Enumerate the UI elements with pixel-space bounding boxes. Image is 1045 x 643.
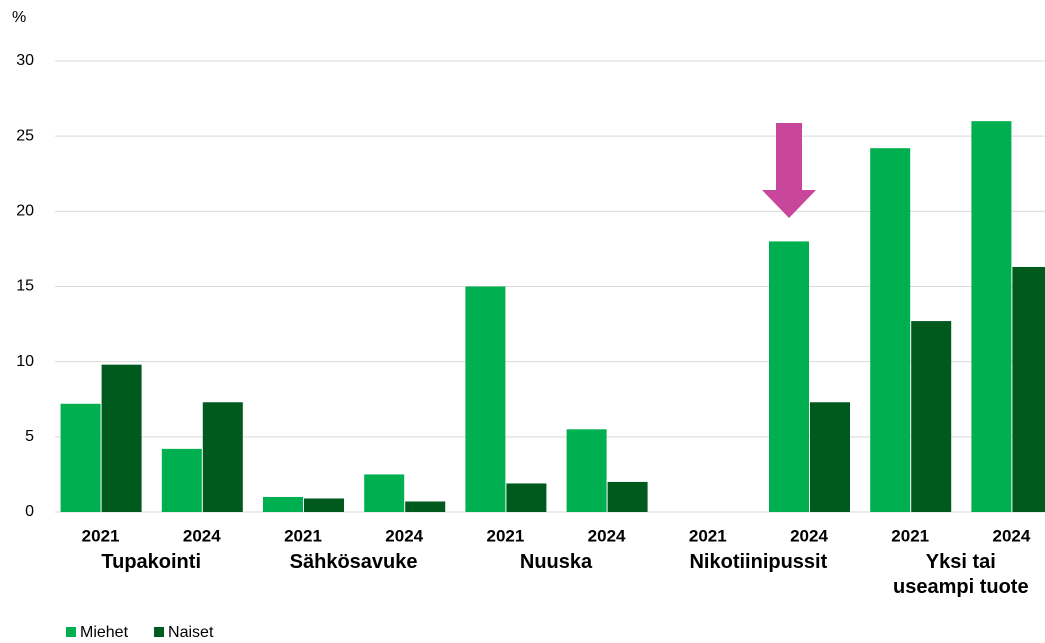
bar <box>161 448 202 512</box>
legend-swatch <box>154 627 165 637</box>
arrow-annotation <box>762 123 816 218</box>
group-label: Nikotiinipussit <box>689 551 828 573</box>
y-tick-label: 0 <box>25 503 34 520</box>
bar <box>202 402 243 512</box>
group-label: Tupakointi <box>101 551 201 573</box>
bar <box>971 121 1012 512</box>
y-tick-label: 25 <box>16 127 34 144</box>
group-label: Nuuska <box>519 551 593 573</box>
bar <box>101 364 142 512</box>
bar <box>263 496 303 512</box>
bar <box>465 286 506 512</box>
y-axis-label: % <box>12 9 26 26</box>
bar <box>405 501 446 512</box>
group-label: Yksi tai useampi tuote <box>893 551 1029 598</box>
bar <box>870 148 911 512</box>
x-tick-label: 2021 <box>284 526 322 545</box>
legend-swatch <box>66 627 76 637</box>
bar <box>60 403 101 512</box>
legend-label: Miehet <box>80 624 129 641</box>
bar <box>607 481 648 512</box>
x-tick-label: 2024 <box>992 526 1030 545</box>
x-tick-label: 2024 <box>790 526 828 545</box>
x-tick-label: 2021 <box>82 526 120 545</box>
x-tick-label: 2024 <box>183 526 221 545</box>
bar <box>364 474 405 512</box>
bar <box>506 483 547 512</box>
bar <box>769 241 809 512</box>
legend-label: Naiset <box>168 624 214 641</box>
bar <box>304 498 344 512</box>
x-tick-label: 2024 <box>385 526 423 545</box>
y-tick-label: 30 <box>16 52 34 69</box>
x-tick-label: 2021 <box>486 526 524 545</box>
bar <box>911 321 952 512</box>
x-tick-label: 2021 <box>689 526 727 545</box>
bar <box>566 429 607 512</box>
bar <box>1012 266 1045 512</box>
bar <box>810 402 850 512</box>
x-tick-label: 2024 <box>588 526 626 545</box>
y-tick-label: 20 <box>16 203 34 220</box>
y-tick-label: 10 <box>16 353 34 370</box>
x-tick-label: 2021 <box>891 526 929 545</box>
y-tick-label: 15 <box>16 278 34 295</box>
y-tick-label: 5 <box>25 428 34 445</box>
group-label: Sähkösavuke <box>289 551 418 573</box>
